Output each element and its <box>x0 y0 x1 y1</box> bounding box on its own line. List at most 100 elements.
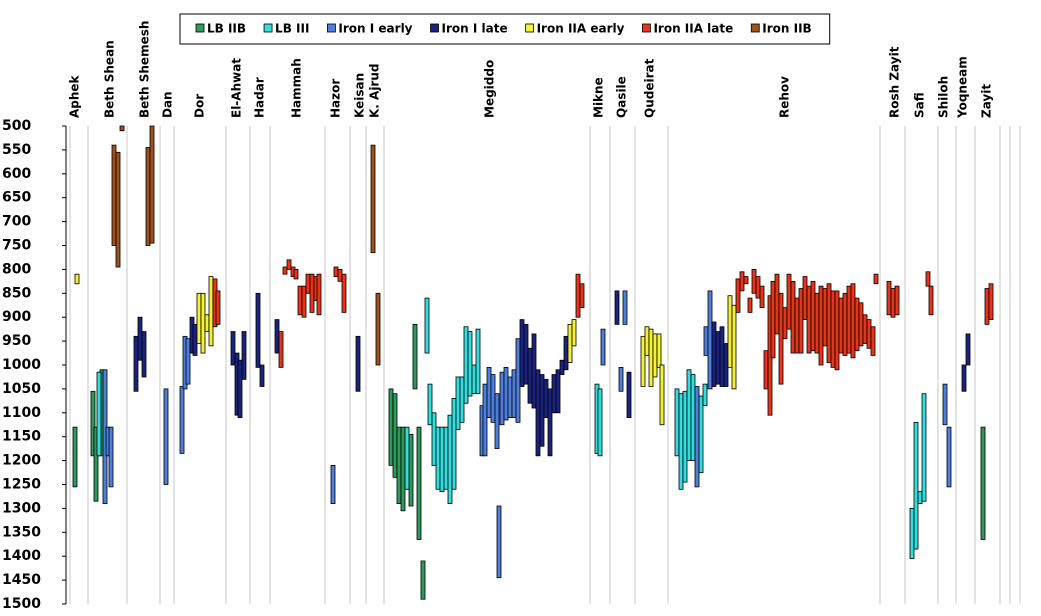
range-bar <box>192 323 198 356</box>
range-bar <box>698 395 704 473</box>
y-tick-label: 1500 <box>2 596 41 612</box>
range-bar <box>830 290 836 368</box>
range-bar <box>778 292 784 385</box>
site-label: Hammah <box>290 58 304 118</box>
y-tick-label: 1350 <box>2 524 41 540</box>
range-bar <box>111 144 117 246</box>
range-bar <box>486 366 492 418</box>
range-bar <box>471 364 477 395</box>
y-tick-label: 500 <box>2 118 31 134</box>
y-tick-label: 650 <box>2 190 31 206</box>
y-tick-label: 950 <box>2 333 31 349</box>
range-bar <box>72 426 78 488</box>
y-tick-label: 900 <box>2 309 31 325</box>
range-bar <box>622 290 628 325</box>
y-tick-label: 700 <box>2 214 31 230</box>
site-label: K. Ajrud <box>368 64 382 119</box>
range-bar <box>770 280 776 359</box>
range-bar <box>274 319 280 354</box>
legend-label: LB IIB <box>207 22 246 36</box>
range-bar <box>400 426 406 512</box>
range-bar <box>810 280 816 352</box>
range-bar <box>196 292 202 344</box>
range-bar <box>459 376 465 423</box>
range-bar <box>149 125 155 244</box>
range-bar <box>571 319 577 347</box>
range-bar <box>255 292 261 368</box>
range-bar <box>531 333 537 409</box>
range-bar <box>316 273 322 316</box>
range-bar <box>420 560 426 600</box>
legend-swatch <box>195 23 205 33</box>
y-tick-label: 1050 <box>2 381 41 397</box>
range-bar <box>818 285 824 366</box>
range-bar <box>555 369 561 414</box>
range-bar <box>980 426 986 540</box>
range-bar <box>523 323 529 385</box>
range-bar <box>644 326 650 356</box>
range-bar <box>854 297 860 352</box>
range-bar <box>412 323 418 390</box>
site-label: Safi <box>913 92 927 118</box>
range-bar <box>293 268 299 280</box>
range-bar <box>925 271 931 287</box>
range-bar <box>690 374 696 461</box>
range-bar <box>686 369 692 461</box>
range-bar <box>707 290 713 390</box>
range-bar <box>507 376 513 418</box>
range-bar <box>559 359 565 375</box>
range-bar <box>678 393 684 490</box>
range-bar <box>427 383 433 426</box>
range-bar <box>563 335 569 371</box>
range-bar <box>185 338 191 385</box>
range-bar <box>543 378 549 418</box>
range-bar <box>96 371 102 457</box>
site-label: Beth Shean <box>103 40 117 118</box>
range-bar <box>431 412 437 466</box>
y-tick-label: 1150 <box>2 429 41 445</box>
range-bar <box>618 366 624 392</box>
range-bar <box>656 333 662 368</box>
range-bar <box>719 326 725 387</box>
range-bar <box>115 151 121 268</box>
range-bar <box>600 328 606 366</box>
range-bar <box>539 374 545 447</box>
legend-swatch <box>750 23 760 33</box>
y-tick-label: 750 <box>2 238 31 254</box>
legend-swatch <box>430 23 439 33</box>
range-bar <box>946 426 952 488</box>
site-label: Aphek <box>68 74 82 118</box>
range-bar <box>494 393 500 450</box>
range-bar <box>921 393 927 502</box>
range-bar <box>241 331 247 380</box>
site-label: Rosh Zayit <box>888 46 902 118</box>
site-label: Dan <box>161 91 175 118</box>
range-bar <box>463 326 469 404</box>
range-bar <box>774 273 780 335</box>
range-bar <box>416 426 422 540</box>
range-bar <box>141 331 147 378</box>
range-bar <box>743 276 749 285</box>
range-bar <box>215 290 221 325</box>
range-bar <box>659 364 665 426</box>
site-label: Keisan <box>353 73 367 118</box>
range-bar <box>842 292 848 356</box>
range-bar <box>511 369 517 418</box>
range-bar <box>715 331 721 385</box>
range-bar <box>873 273 879 285</box>
y-tick-label: 600 <box>2 166 31 182</box>
range-bar <box>984 288 990 325</box>
site-label: Rehov <box>778 76 792 118</box>
legend-swatch <box>525 23 534 33</box>
range-bar <box>597 388 603 457</box>
range-bar <box>794 297 800 354</box>
range-bar <box>834 290 840 371</box>
legend-label: Iron IIA early <box>537 22 625 36</box>
legend-box <box>179 13 831 45</box>
range-bar <box>443 426 449 490</box>
range-bar <box>535 369 541 457</box>
range-bar <box>237 359 243 418</box>
range-bar <box>370 144 376 254</box>
range-bar <box>355 335 361 392</box>
